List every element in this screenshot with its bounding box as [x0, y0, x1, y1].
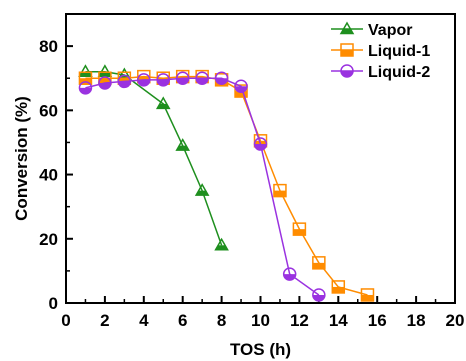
data-point: [78, 81, 93, 95]
y-tick-label: 40: [39, 166, 58, 185]
y-tick-label: 60: [39, 101, 58, 120]
marker-fill: [312, 262, 325, 269]
marker-outline: [234, 79, 248, 93]
marker-fill: [332, 286, 345, 293]
legend-item: Vapor: [331, 21, 412, 39]
marker-outline: [156, 73, 170, 87]
marker-outline: [137, 73, 151, 87]
marker-fill: [196, 190, 209, 196]
legend-item: Liquid-1: [331, 43, 430, 60]
data-point: [312, 256, 326, 270]
x-tick-label: 14: [329, 311, 348, 330]
marker-outline: [98, 76, 112, 90]
marker-outline: [78, 64, 93, 78]
marker-outline: [253, 137, 268, 151]
marker-outline: [360, 288, 375, 302]
legend-label: Liquid-1: [368, 43, 430, 60]
legend-marker: [339, 21, 355, 35]
marker-fill: [273, 190, 286, 197]
marker-outline: [340, 64, 354, 78]
data-point: [175, 138, 190, 151]
x-tick-label: 20: [446, 311, 465, 330]
data-point: [195, 71, 209, 85]
axes: 0 2 4 6 8 10 12 14 16 18 20 0 20 40 60 80: [39, 13, 465, 330]
legend-label: Vapor: [368, 22, 412, 39]
marker-outline: [214, 71, 229, 85]
y-tick-label: 0: [49, 294, 58, 313]
data-point: [194, 183, 210, 196]
marker-fill: [235, 91, 248, 98]
marker-outline: [340, 43, 354, 57]
marker-outline: [194, 183, 210, 196]
marker-fill: [157, 103, 170, 109]
data-point: [312, 288, 326, 302]
marker-outline: [78, 71, 93, 85]
data-point: [360, 288, 375, 302]
series-liquid-2: [78, 71, 326, 302]
marker-outline: [312, 256, 326, 270]
data-point: [253, 137, 268, 151]
marker-outline: [234, 84, 248, 98]
marker-outline: [339, 21, 355, 35]
marker-outline: [78, 81, 93, 95]
marker-outline: [282, 267, 297, 281]
marker-outline: [155, 96, 171, 110]
marker-outline: [273, 183, 287, 198]
marker-outline: [331, 280, 346, 294]
data-point: [234, 79, 248, 93]
x-tick-label: 0: [61, 311, 70, 330]
data-point: [156, 73, 170, 87]
x-tick-label: 8: [217, 311, 226, 330]
marker-fill: [341, 29, 353, 34]
data-point: [98, 76, 112, 90]
y-tick-label: 80: [39, 37, 58, 56]
marker-outline: [214, 237, 229, 251]
series-liquid-1: [78, 69, 375, 302]
marker-outline: [312, 288, 326, 302]
x-axis-label: TOS (h): [230, 340, 291, 359]
marker-fill: [341, 50, 353, 56]
data-point: [273, 183, 287, 198]
marker-outline: [195, 71, 209, 85]
legend-item: Liquid-2: [331, 64, 430, 81]
data-point: [331, 280, 346, 294]
x-tick-label: 6: [178, 311, 187, 330]
data-point: [292, 222, 307, 236]
legend-marker: [340, 43, 354, 57]
marker-fill: [361, 294, 374, 301]
data-point: [214, 237, 229, 251]
marker-fill: [98, 78, 111, 85]
series-line: [85, 71, 223, 246]
y-axis-label: Conversion (%): [12, 96, 31, 221]
marker-fill: [176, 145, 189, 151]
legend: Vapor Liquid-1 Liquid-2: [331, 21, 430, 81]
x-tick-label: 2: [100, 311, 109, 330]
x-tick-label: 16: [368, 311, 387, 330]
x-tick-label: 4: [139, 311, 149, 330]
series-layer: [78, 64, 375, 302]
marker-fill: [293, 229, 306, 236]
marker-outline: [175, 138, 190, 151]
data-point: [137, 73, 151, 87]
marker-fill: [215, 245, 228, 250]
marker-outline: [292, 222, 307, 236]
legend-marker: [340, 64, 354, 78]
y-tick-label: 20: [39, 230, 58, 249]
series-vapor: [78, 64, 229, 251]
marker-outline: [117, 74, 132, 89]
data-point: [175, 71, 190, 85]
x-tick-label: 10: [251, 311, 270, 330]
data-point: [282, 267, 297, 281]
data-point: [155, 96, 171, 110]
legend-label: Liquid-2: [368, 64, 430, 81]
x-tick-label: 18: [407, 311, 426, 330]
data-point: [214, 71, 229, 85]
data-point: [234, 84, 248, 98]
x-tick-label: 12: [290, 311, 309, 330]
marker-outline: [175, 71, 190, 85]
data-point: [117, 74, 132, 89]
